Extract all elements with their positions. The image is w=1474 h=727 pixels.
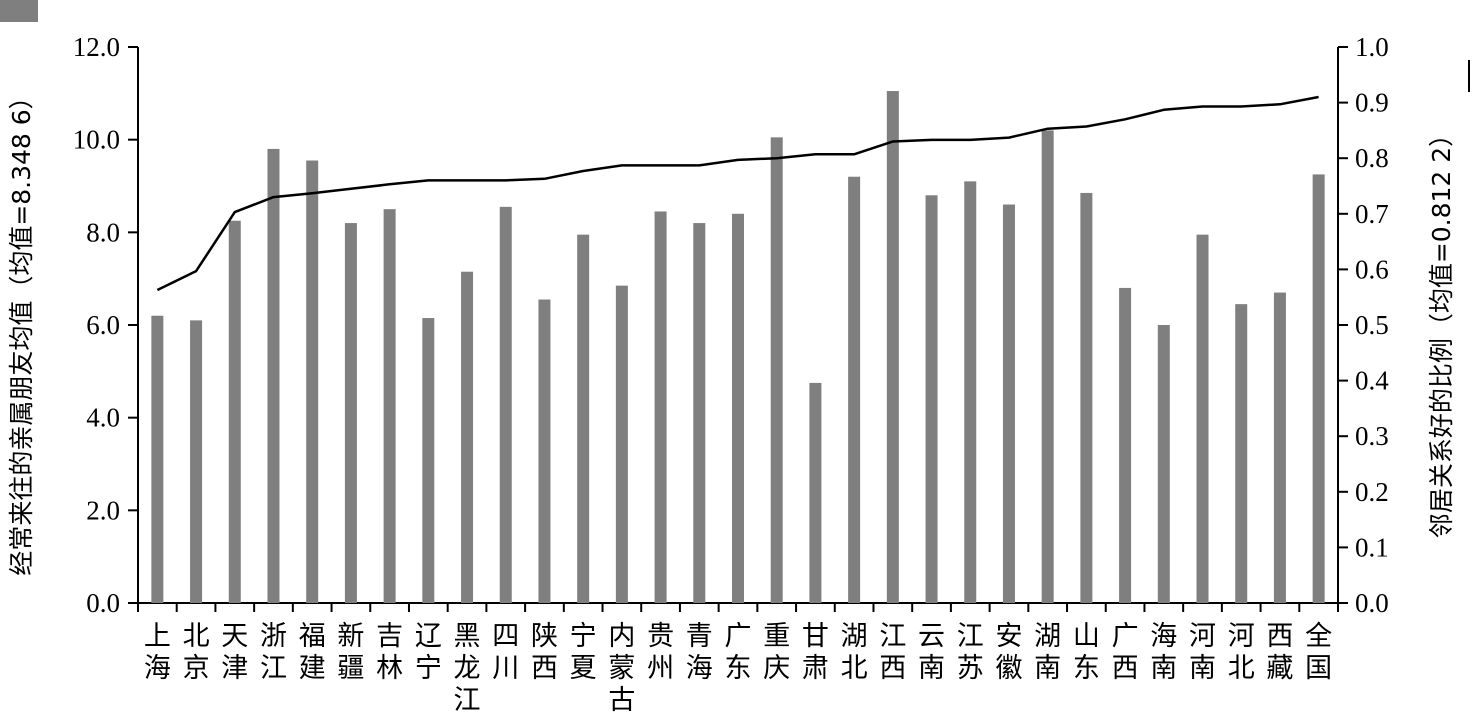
bar: [1157, 325, 1170, 603]
y2-tick-label: 0.2: [1355, 477, 1389, 507]
bar: [1312, 174, 1325, 603]
x-category-label: 河北: [1228, 621, 1255, 684]
y-tick-label: 6.0: [86, 310, 120, 340]
x-category-label: 上海: [144, 621, 171, 684]
y-tick-label: 8.0: [86, 217, 120, 247]
bar: [1273, 292, 1286, 603]
y-tick-label: 0.0: [86, 588, 120, 618]
bar: [732, 213, 744, 604]
y2-tick-label: 1.0: [1355, 32, 1389, 62]
x-category-label: 四川: [492, 621, 519, 684]
x-category-label: 贵州: [647, 621, 674, 684]
x-category-label: 青海: [686, 621, 713, 684]
y2-axis-title: 邻居关系好的比例（均值=0.812 2）: [1427, 122, 1456, 538]
bar: [848, 176, 861, 603]
x-category-label: 吉林: [376, 621, 403, 684]
bar: [964, 181, 977, 603]
bar: [886, 91, 899, 604]
bar: [1080, 192, 1093, 603]
x-category-label: 新疆: [337, 621, 364, 684]
x-category-label: 重庆: [763, 621, 790, 684]
x-category-label: 河南: [1189, 621, 1216, 684]
y2-tick-label: 0.1: [1355, 532, 1389, 562]
bar: [1002, 204, 1015, 604]
bar: [809, 382, 822, 603]
y2-tick-label: 0.8: [1355, 143, 1389, 173]
x-category-label: 甘肃: [802, 621, 829, 684]
bar: [538, 299, 551, 603]
bar: [151, 315, 164, 603]
bar-series: [151, 91, 1325, 604]
x-category-label: 辽宁: [415, 621, 442, 684]
bar: [228, 220, 241, 603]
y2-tick-label: 0.9: [1355, 88, 1389, 118]
legend: [0, 0, 1470, 92]
x-category-label: 湖南: [1034, 621, 1061, 684]
bar: [1041, 130, 1054, 603]
x-category-label: 西藏: [1266, 621, 1293, 684]
x-category-label: 湖北: [841, 621, 868, 684]
x-category-label: 内蒙古: [608, 621, 635, 716]
bar: [267, 148, 280, 603]
x-category-label: 天津: [221, 621, 248, 684]
bar: [654, 211, 667, 603]
y2-tick-label: 0.5: [1355, 310, 1389, 340]
bar: [693, 223, 706, 604]
legend-bar-swatch: [0, 0, 38, 22]
x-category-label: 陕西: [531, 621, 558, 684]
x-category-label: 江苏: [957, 621, 984, 684]
line-series: [156, 95, 1319, 292]
y-tick-label: 2.0: [86, 495, 120, 525]
y-tick-label: 10.0: [73, 125, 120, 155]
bar: [499, 206, 512, 603]
bar: [925, 195, 938, 603]
bar: [577, 234, 590, 603]
x-category-label: 福建: [299, 621, 326, 684]
y2-tick-label: 0.7: [1355, 199, 1389, 229]
bar: [461, 271, 474, 603]
x-category-label: 广西: [1112, 621, 1139, 684]
series-line: [156, 95, 1319, 292]
bar: [770, 137, 783, 603]
y2-tick-label: 0.4: [1355, 366, 1389, 396]
x-category-label: 宁夏: [570, 621, 597, 684]
x-category-label: 浙江: [260, 621, 287, 684]
x-category-label: 江西: [879, 621, 906, 684]
bar: [344, 223, 357, 604]
y-tick-label: 12.0: [73, 32, 120, 62]
x-category-label: 广东: [725, 621, 752, 684]
bar: [306, 160, 319, 603]
bar: [422, 318, 435, 603]
x-category-label: 北京: [183, 621, 210, 684]
y2-tick-label: 0.3: [1355, 421, 1389, 451]
bar: [190, 320, 203, 603]
x-category-label: 黑龙江: [454, 621, 481, 716]
y-axis-title: 经常来往的亲属朋友均值（均值=8.348 6）: [7, 84, 36, 575]
tick-labels: 0.0 2.0 4.0 6.0 8.0 10.0 12.0 0.0 0.1 0.2 0.3 0.4 0.…: [73, 32, 1390, 716]
y-tick-label: 4.0: [86, 403, 120, 433]
bar: [1119, 287, 1132, 603]
bar: [615, 285, 628, 603]
x-category-label: 海南: [1150, 621, 1177, 684]
bar: [383, 209, 396, 603]
x-category-label: 云南: [918, 621, 945, 684]
x-category-label: 全国: [1305, 621, 1332, 684]
bar: [1196, 234, 1209, 603]
x-category-label: 山东: [1073, 621, 1100, 684]
x-category-label: 安徽: [995, 621, 1022, 684]
y2-tick-label: 0.0: [1355, 588, 1389, 618]
bar: [1235, 304, 1248, 603]
y2-tick-label: 0.6: [1355, 254, 1389, 284]
